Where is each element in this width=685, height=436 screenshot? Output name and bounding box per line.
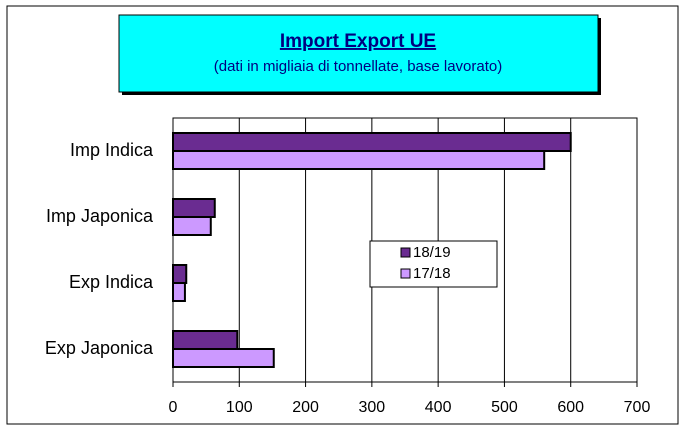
bar — [172, 348, 275, 368]
chart-subtitle: (dati in migliaia di tonnellate, base la… — [214, 58, 503, 75]
bar — [172, 216, 212, 236]
legend-box — [369, 240, 498, 288]
y-tick-label: Exp Japonica — [45, 338, 154, 358]
x-tick-label: 600 — [557, 399, 584, 416]
legend-label: 18/19 — [413, 244, 451, 261]
legend-swatch — [400, 268, 411, 279]
x-tick-label: 400 — [425, 399, 452, 416]
bar — [172, 150, 546, 170]
bar — [172, 198, 216, 218]
bar — [172, 264, 188, 284]
y-tick-label: Imp Japonica — [46, 206, 154, 226]
bar — [172, 132, 572, 152]
y-tick-label: Imp Indica — [70, 140, 154, 160]
x-tick-label: 700 — [624, 399, 651, 416]
x-tick-label: 200 — [292, 399, 319, 416]
x-tick-label: 0 — [169, 399, 178, 416]
y-tick-label: Exp Indica — [69, 272, 154, 292]
title-box — [118, 14, 599, 93]
chart-title: Import Export UE — [280, 31, 436, 52]
bar — [172, 282, 186, 302]
bar — [172, 330, 239, 350]
x-tick-label: 300 — [359, 399, 386, 416]
x-tick-label: 500 — [491, 399, 518, 416]
x-tick-label: 100 — [226, 399, 253, 416]
legend-label: 17/18 — [413, 265, 451, 282]
legend-swatch — [400, 247, 411, 258]
